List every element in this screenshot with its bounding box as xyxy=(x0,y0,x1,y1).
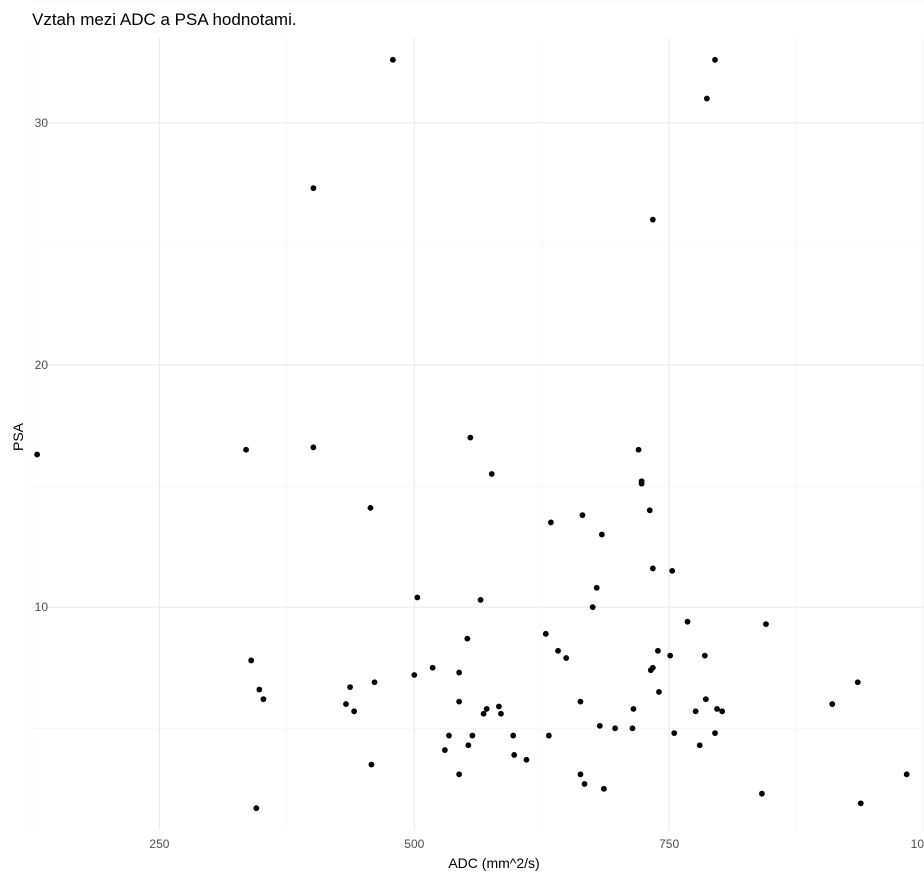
x-tick-label: 250 xyxy=(149,837,169,851)
scatter-point xyxy=(542,630,549,637)
scatter-point xyxy=(702,696,709,703)
scatter-point xyxy=(347,684,353,691)
scatter-point xyxy=(248,657,255,664)
scatter-point xyxy=(638,480,645,487)
scatter-point xyxy=(655,647,661,654)
scatter-point xyxy=(510,732,517,739)
scatter-point xyxy=(593,584,600,591)
x-tick-label: 1000 xyxy=(911,837,924,851)
scatter-point xyxy=(545,732,552,739)
scatter-point xyxy=(243,446,249,453)
scatter-point xyxy=(903,771,910,778)
scatter-point xyxy=(589,604,596,611)
scatter-point xyxy=(371,679,378,686)
scatter-point xyxy=(488,471,495,477)
scatter-point xyxy=(712,730,718,737)
scatter-point xyxy=(854,679,861,686)
scatter-point xyxy=(456,669,463,676)
scatter-point xyxy=(649,664,656,671)
scatter-point xyxy=(456,698,463,705)
chart-title: Vztah mezi ADC a PSA hodnotami. xyxy=(32,10,297,29)
scatter-point xyxy=(684,618,691,625)
scatter-point xyxy=(495,703,502,710)
scatter-point xyxy=(563,655,570,661)
scatter-point xyxy=(596,722,603,729)
scatter-point xyxy=(256,686,263,693)
scatter-point xyxy=(310,444,317,451)
scatter-point xyxy=(477,597,484,603)
scatter-point xyxy=(671,730,678,737)
scatter-point xyxy=(547,519,554,526)
scatter-point xyxy=(612,725,619,732)
scatter-point xyxy=(511,752,518,758)
scatter-point xyxy=(696,742,703,749)
scatter-point xyxy=(464,635,471,642)
scatter-point xyxy=(429,664,436,671)
scatter-point xyxy=(343,701,349,707)
scatter-point xyxy=(649,565,656,572)
scatter-point xyxy=(829,701,836,707)
scatter-point xyxy=(649,216,656,223)
scatter-point xyxy=(469,732,476,739)
scatter-point xyxy=(555,647,561,654)
scatter-point xyxy=(719,708,726,715)
scatter-point xyxy=(456,771,463,778)
scatter-point xyxy=(389,56,396,63)
minor-gridlines xyxy=(31,1,924,830)
scatter-point xyxy=(310,185,317,192)
scatter-point xyxy=(701,652,708,659)
scatter-point xyxy=(414,594,421,601)
scatter-point xyxy=(483,705,490,712)
scatter-point xyxy=(635,446,642,453)
scatter-point xyxy=(446,732,452,739)
scatter-point xyxy=(577,698,584,705)
scatter-point xyxy=(579,512,586,519)
scatter-point xyxy=(480,710,487,717)
scatter-point xyxy=(629,725,636,732)
scatter-point xyxy=(411,672,418,678)
scatter-point xyxy=(34,451,40,458)
scatter-point xyxy=(368,761,375,768)
y-tick-label: 20 xyxy=(35,358,49,372)
scatter-point xyxy=(260,696,267,703)
scatter-point xyxy=(253,805,260,812)
scatter-point xyxy=(598,531,605,538)
x-tick-label: 500 xyxy=(404,837,424,851)
scatter-point xyxy=(467,434,474,441)
scatter-point xyxy=(646,507,653,514)
data-points xyxy=(34,56,910,812)
scatter-point xyxy=(630,705,637,712)
scatter-point xyxy=(351,708,358,715)
y-axis-label: PSA xyxy=(10,422,26,451)
scatter-point xyxy=(703,95,710,102)
scatter-point xyxy=(692,708,699,715)
y-tick-label: 30 xyxy=(35,116,49,130)
x-axis-label: ADC (mm^2/s) xyxy=(448,855,539,871)
major-gridlines xyxy=(32,38,924,830)
scatter-point xyxy=(714,705,720,712)
scatter-point xyxy=(367,504,374,511)
scatter-point xyxy=(763,621,769,628)
scatter-point xyxy=(759,790,765,797)
x-axis-tick-labels: 250 500 750 1000 xyxy=(149,837,924,851)
scatter-point xyxy=(441,747,448,753)
x-tick-label: 750 xyxy=(659,837,679,851)
y-axis-tick-labels: 10 20 30 xyxy=(35,116,49,614)
scatter-point xyxy=(857,800,864,807)
scatter-point xyxy=(581,781,588,787)
scatter-point xyxy=(523,756,530,763)
scatter-point xyxy=(667,652,674,659)
scatter-point xyxy=(669,567,676,574)
scatter-point xyxy=(600,785,607,792)
scatter-point xyxy=(577,771,584,778)
scatter-point xyxy=(465,742,472,749)
scatter-point xyxy=(656,689,662,695)
scatter-point xyxy=(712,56,718,63)
scatter-point xyxy=(498,710,504,717)
y-tick-label: 10 xyxy=(35,600,49,614)
